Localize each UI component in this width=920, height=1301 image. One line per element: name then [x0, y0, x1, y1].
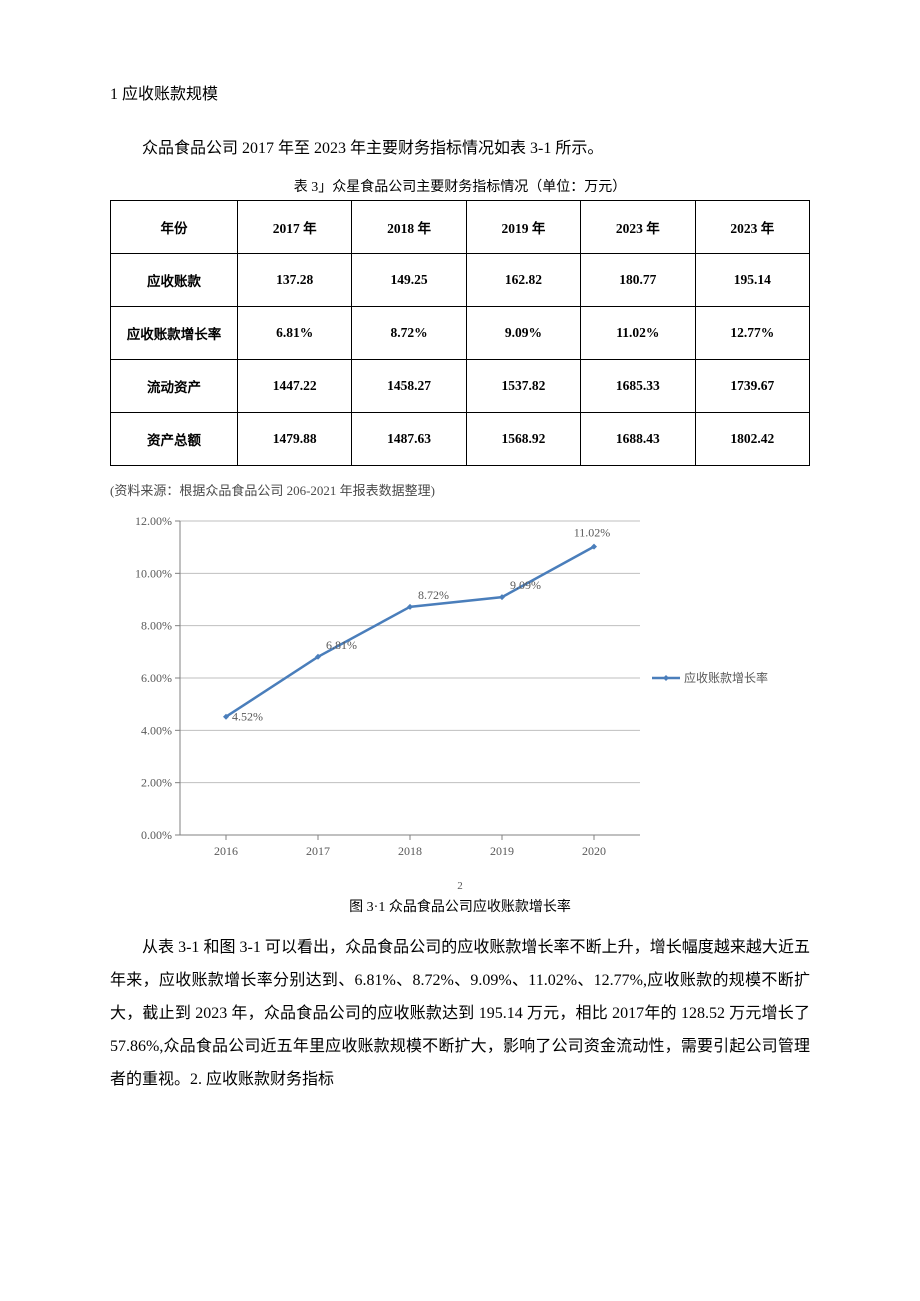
cell: 1688.43 — [581, 413, 695, 466]
svg-text:应收账款增长率: 应收账款增长率 — [684, 670, 768, 685]
cell: 11.02% — [581, 307, 695, 360]
row-label: 流动资产 — [111, 360, 238, 413]
section-heading: 1 应收账款规模 — [110, 80, 810, 104]
table-row: 资产总额 1479.88 1487.63 1568.92 1688.43 180… — [111, 413, 810, 466]
cell: 1479.88 — [238, 413, 352, 466]
svg-text:10.00%: 10.00% — [135, 567, 172, 581]
growth-rate-chart: 0.00% 2.00% 4.00% 6.00% 8.00% 10.00% 12.00% 201… — [110, 509, 790, 874]
cell: 8.72% — [352, 307, 466, 360]
table-header-row: 年份 2017 年 2018 年 2019 年 2023 年 2023 年 — [111, 201, 810, 254]
table-row: 应收账款 137.28 149.25 162.82 180.77 195.14 — [111, 254, 810, 307]
table-row: 应收账款增长率 6.81% 8.72% 9.09% 11.02% 12.77% — [111, 307, 810, 360]
row-label: 资产总额 — [111, 413, 238, 466]
cell: 1739.67 — [695, 360, 809, 413]
row-label: 应收账款增长率 — [111, 307, 238, 360]
svg-text:8.00%: 8.00% — [141, 619, 172, 633]
chart-svg: 0.00% 2.00% 4.00% 6.00% 8.00% 10.00% 12.00% 201… — [110, 509, 790, 869]
svg-text:2018: 2018 — [398, 844, 422, 858]
svg-text:4.52%: 4.52% — [232, 710, 263, 724]
svg-text:2016: 2016 — [214, 844, 238, 858]
cell: 180.77 — [581, 254, 695, 307]
intro-paragraph: 众品食品公司 2017 年至 2023 年主要财务指标情况如表 3-1 所示。 — [110, 134, 810, 164]
cell: 1458.27 — [352, 360, 466, 413]
svg-text:2017: 2017 — [306, 844, 330, 858]
col-header: 2017 年 — [238, 201, 352, 254]
col-header: 年份 — [111, 201, 238, 254]
cell: 6.81% — [238, 307, 352, 360]
svg-text:12.00%: 12.00% — [135, 514, 172, 528]
cell: 12.77% — [695, 307, 809, 360]
svg-text:2.00%: 2.00% — [141, 776, 172, 790]
row-label: 应收账款 — [111, 254, 238, 307]
cell: 1568.92 — [466, 413, 580, 466]
page-number: 2 — [110, 880, 810, 892]
svg-text:11.02%: 11.02% — [574, 526, 611, 540]
figure-caption: 图 3·1 众品食品公司应收账款增长率 — [110, 896, 810, 916]
col-header: 2018 年 — [352, 201, 466, 254]
cell: 1685.33 — [581, 360, 695, 413]
svg-text:6.81%: 6.81% — [326, 638, 357, 652]
col-header: 2023 年 — [581, 201, 695, 254]
svg-text:4.00%: 4.00% — [141, 724, 172, 738]
data-source-note: (资料来源：根据众品食品公司 206-2021 年报表数据整理) — [110, 480, 810, 499]
cell: 1802.42 — [695, 413, 809, 466]
svg-text:2020: 2020 — [582, 844, 606, 858]
cell: 1447.22 — [238, 360, 352, 413]
col-header: 2019 年 — [466, 201, 580, 254]
cell: 149.25 — [352, 254, 466, 307]
financial-table: 年份 2017 年 2018 年 2019 年 2023 年 2023 年 应收… — [110, 200, 810, 466]
table-caption: 表 3」众星食品公司主要财务指标情况（单位：万元） — [110, 176, 810, 196]
cell: 162.82 — [466, 254, 580, 307]
svg-text:0.00%: 0.00% — [141, 828, 172, 842]
table-row: 流动资产 1447.22 1458.27 1537.82 1685.33 173… — [111, 360, 810, 413]
col-header: 2023 年 — [695, 201, 809, 254]
svg-text:6.00%: 6.00% — [141, 671, 172, 685]
cell: 195.14 — [695, 254, 809, 307]
svg-text:8.72%: 8.72% — [418, 588, 449, 602]
cell: 9.09% — [466, 307, 580, 360]
cell: 137.28 — [238, 254, 352, 307]
cell: 1537.82 — [466, 360, 580, 413]
body-paragraph: 从表 3-1 和图 3-1 可以看出，众品食品公司的应收账款增长率不断上升，增长… — [110, 932, 810, 1096]
svg-text:9.09%: 9.09% — [510, 579, 541, 593]
cell: 1487.63 — [352, 413, 466, 466]
svg-text:2019: 2019 — [490, 844, 514, 858]
